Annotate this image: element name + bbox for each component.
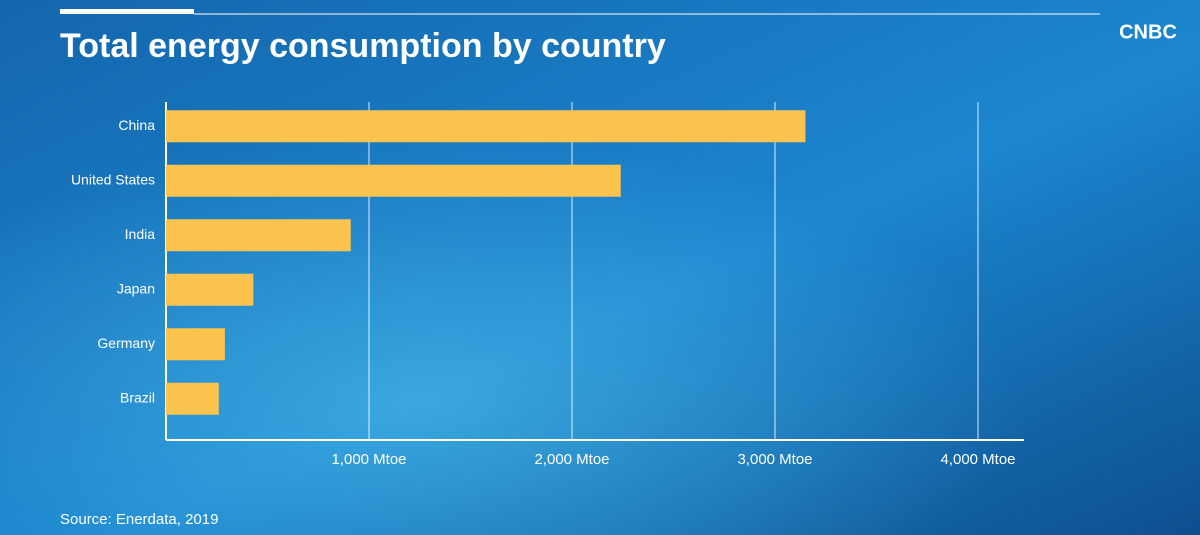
accent-bar [60, 9, 194, 14]
chart-title: Total energy consumption by country [60, 27, 666, 65]
y-tick-label: Germany [97, 335, 155, 351]
source-note: Source: Enerdata, 2019 [60, 511, 218, 528]
y-tick-label: Brazil [120, 389, 155, 405]
y-tick-label: United States [71, 171, 155, 187]
bar [166, 110, 806, 143]
x-tick-label: 4,000 Mtoe [940, 451, 1015, 468]
bar [166, 382, 219, 415]
x-tick-label: 3,000 Mtoe [737, 451, 812, 468]
x-tick-label: 1,000 Mtoe [331, 451, 406, 468]
brand-logo: CNBC [1119, 21, 1177, 43]
y-tick-label: India [125, 226, 156, 242]
bar [166, 219, 351, 252]
bar [166, 328, 225, 361]
y-tick-label: Japan [117, 280, 155, 296]
bar [166, 273, 254, 306]
y-tick-label: China [118, 117, 155, 133]
x-tick-label: 2,000 Mtoe [534, 451, 609, 468]
bar [166, 164, 621, 197]
